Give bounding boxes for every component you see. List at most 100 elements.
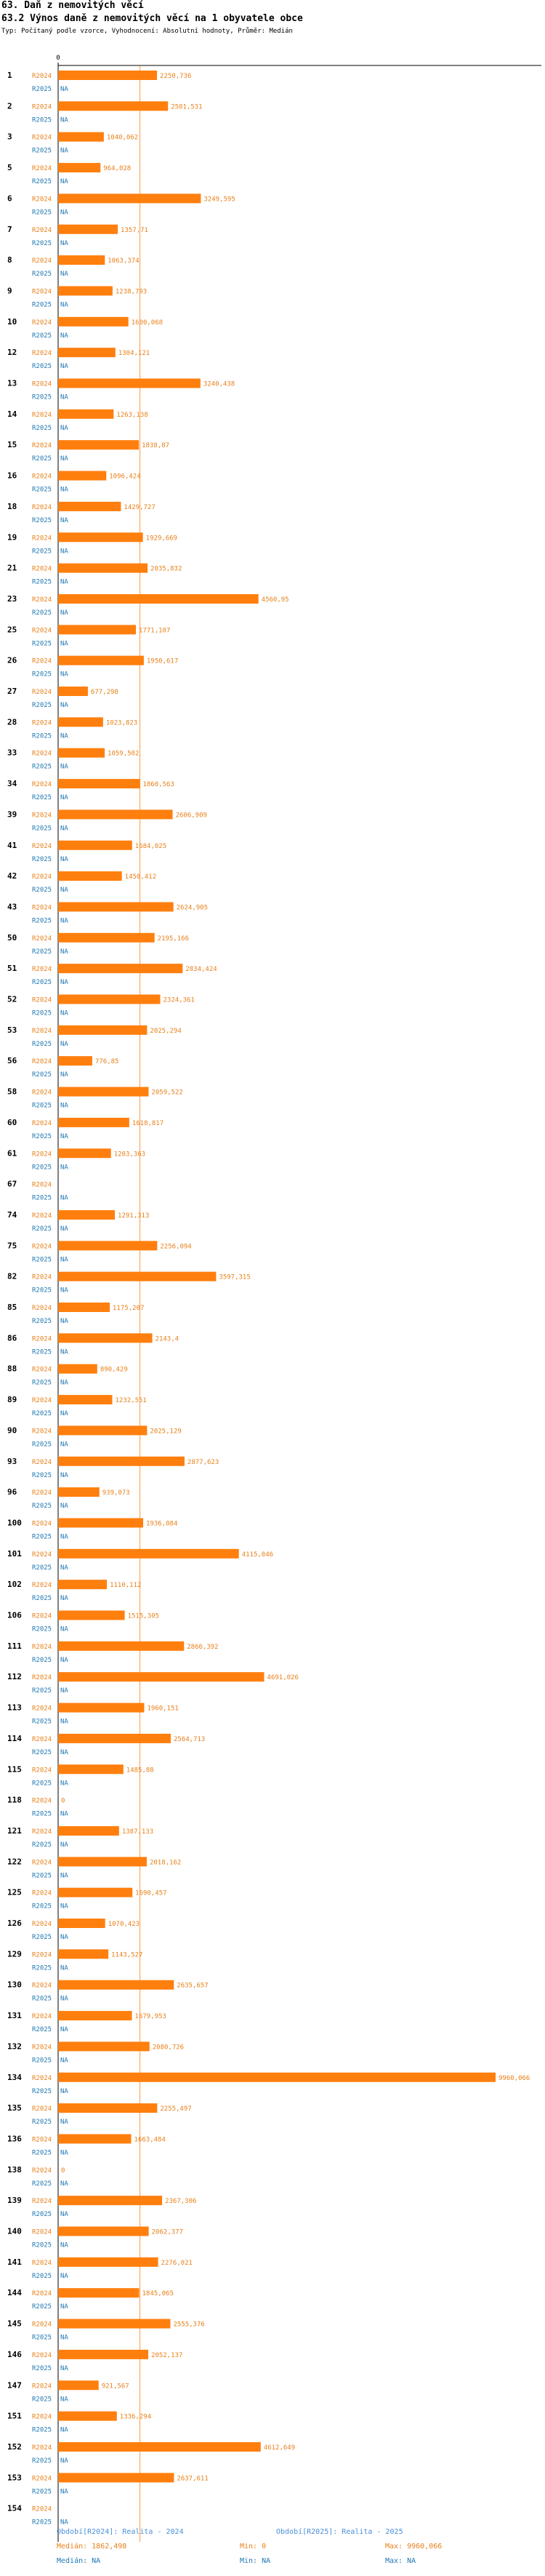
value-label-2025: NA [60,1811,68,1818]
series-2024-label: R2024 [32,1674,52,1681]
value-label-2024: 1238,793 [116,288,147,295]
series-2025-label: R2025 [32,2396,52,2403]
series-2025-label: R2025 [32,2335,52,2342]
series-2025-label: R2025 [32,209,52,216]
value-label-2025: NA [60,1841,68,1849]
series-2024-label: R2024 [32,2321,52,2329]
value-label-2024: 4691,026 [267,1674,299,1681]
series-2025-label: R2025 [32,1872,52,1879]
row-id-label: 12 [7,348,17,357]
row-id-label: 141 [7,2257,22,2267]
series-2025-label: R2025 [32,1996,52,2003]
value-label-2025: NA [60,671,68,679]
series-2025-label: R2025 [32,1749,52,1756]
bar-2024 [58,1395,113,1405]
row-id-label: 101 [7,1549,22,1559]
bar-2024 [58,501,121,511]
row-id-label: 39 [7,809,17,819]
series-2024-label: R2024 [32,2013,52,2020]
bar-2024 [58,132,104,142]
value-label-2025: NA [60,1934,68,1941]
series-2024-label: R2024 [32,1613,52,1620]
row-id-label: 18 [7,502,17,511]
bar-2024 [58,255,105,265]
row-id-label: 7 [7,225,12,234]
series-2025-label: R2025 [32,332,52,340]
value-label-2025: NA [60,1195,68,1202]
series-2024-label: R2024 [32,1397,52,1404]
row-id-label: 118 [7,1796,22,1805]
value-label-2025: NA [60,1472,68,1479]
value-label-2024: 2256,094 [160,1243,191,1250]
series-2025-label: R2025 [32,2057,52,2064]
bar-2024 [58,2041,150,2052]
row-id-label: 106 [7,1611,22,1620]
series-2024-label: R2024 [32,1582,52,1589]
row-id-label: 131 [7,2011,22,2020]
value-label-2025: NA [60,1287,68,1295]
bar-2024 [58,655,144,665]
value-label-2025: NA [60,1164,68,1171]
value-label-2024: 9960,066 [498,2075,530,2082]
row-id-label: 2 [7,101,12,111]
row-id-label: 67 [7,1180,17,1189]
row-id-label: 115 [7,1764,22,1774]
value-label-2025: NA [60,1133,68,1140]
row-id-label: 129 [7,1949,22,1959]
value-label-2025: NA [60,116,68,124]
series-2024-label: R2024 [32,442,52,449]
series-2025-label: R2025 [32,887,52,894]
footer-min-2024: Min: 0 [240,2543,267,2551]
value-label-2024: 1110,112 [110,1582,141,1589]
series-2024-label: R2024 [32,1489,52,1497]
row-id-label: 134 [7,2073,22,2082]
row-id-label: 139 [7,2196,22,2205]
bar-2024 [58,1271,217,1281]
value-label-2025: NA [60,363,68,370]
value-label-2025: NA [60,301,68,308]
value-label-2025: NA [60,209,68,216]
row-id-label: 102 [7,1580,22,1589]
bar-2024 [58,163,101,173]
series-2025-label: R2025 [32,363,52,370]
series-2024-label: R2024 [32,1058,52,1065]
value-label-2024: 1450,412 [125,873,156,881]
bar-2024 [58,2411,117,2421]
bar-2024 [58,101,169,111]
value-label-2024: 2501,531 [171,103,202,111]
bar-2024 [58,1056,92,1066]
series-2025-label: R2025 [32,1503,52,1510]
value-label-2024: 2276,021 [161,2260,193,2267]
series-2025-label: R2025 [32,1657,52,1664]
value-label-2024: 1291,313 [118,1212,149,1220]
series-2024-label: R2024 [32,1705,52,1713]
row-id-label: 90 [7,1425,17,1435]
bar-2024 [58,532,143,543]
value-label-2025: NA [60,1410,68,1417]
row-id-label: 151 [7,2412,22,2421]
row-id-label: 58 [7,1087,17,1097]
bar-2024 [58,1672,265,1682]
value-label-2024: 939,073 [102,1489,130,1497]
series-2024-label: R2024 [32,2229,52,2236]
value-label-2024: 2834,424 [185,966,217,973]
series-2024-label: R2024 [32,1212,52,1220]
series-2025-label: R2025 [32,394,52,401]
bar-2024 [58,932,155,943]
row-id-label: 121 [7,1826,22,1836]
value-label-2024: 1929,669 [146,535,177,542]
series-2024-label: R2024 [32,781,52,788]
series-2024-label: R2024 [32,504,52,511]
value-label-2024: 2035,832 [150,566,182,573]
series-2025-label: R2025 [32,2026,52,2033]
value-label-2024: 2637,611 [177,2475,208,2482]
value-label-2025: NA [60,1533,68,1540]
series-2024-label: R2024 [32,1182,52,1189]
bar-2024 [58,1518,144,1528]
series-2024-label: R2024 [32,288,52,295]
bar-2024 [58,440,140,450]
bar-2024 [58,2380,99,2391]
footer-period-2025: Období[R2025]: Realita - 2025 [276,2528,403,2536]
row-id-label: 152 [7,2442,22,2452]
series-2025-label: R2025 [32,794,52,801]
